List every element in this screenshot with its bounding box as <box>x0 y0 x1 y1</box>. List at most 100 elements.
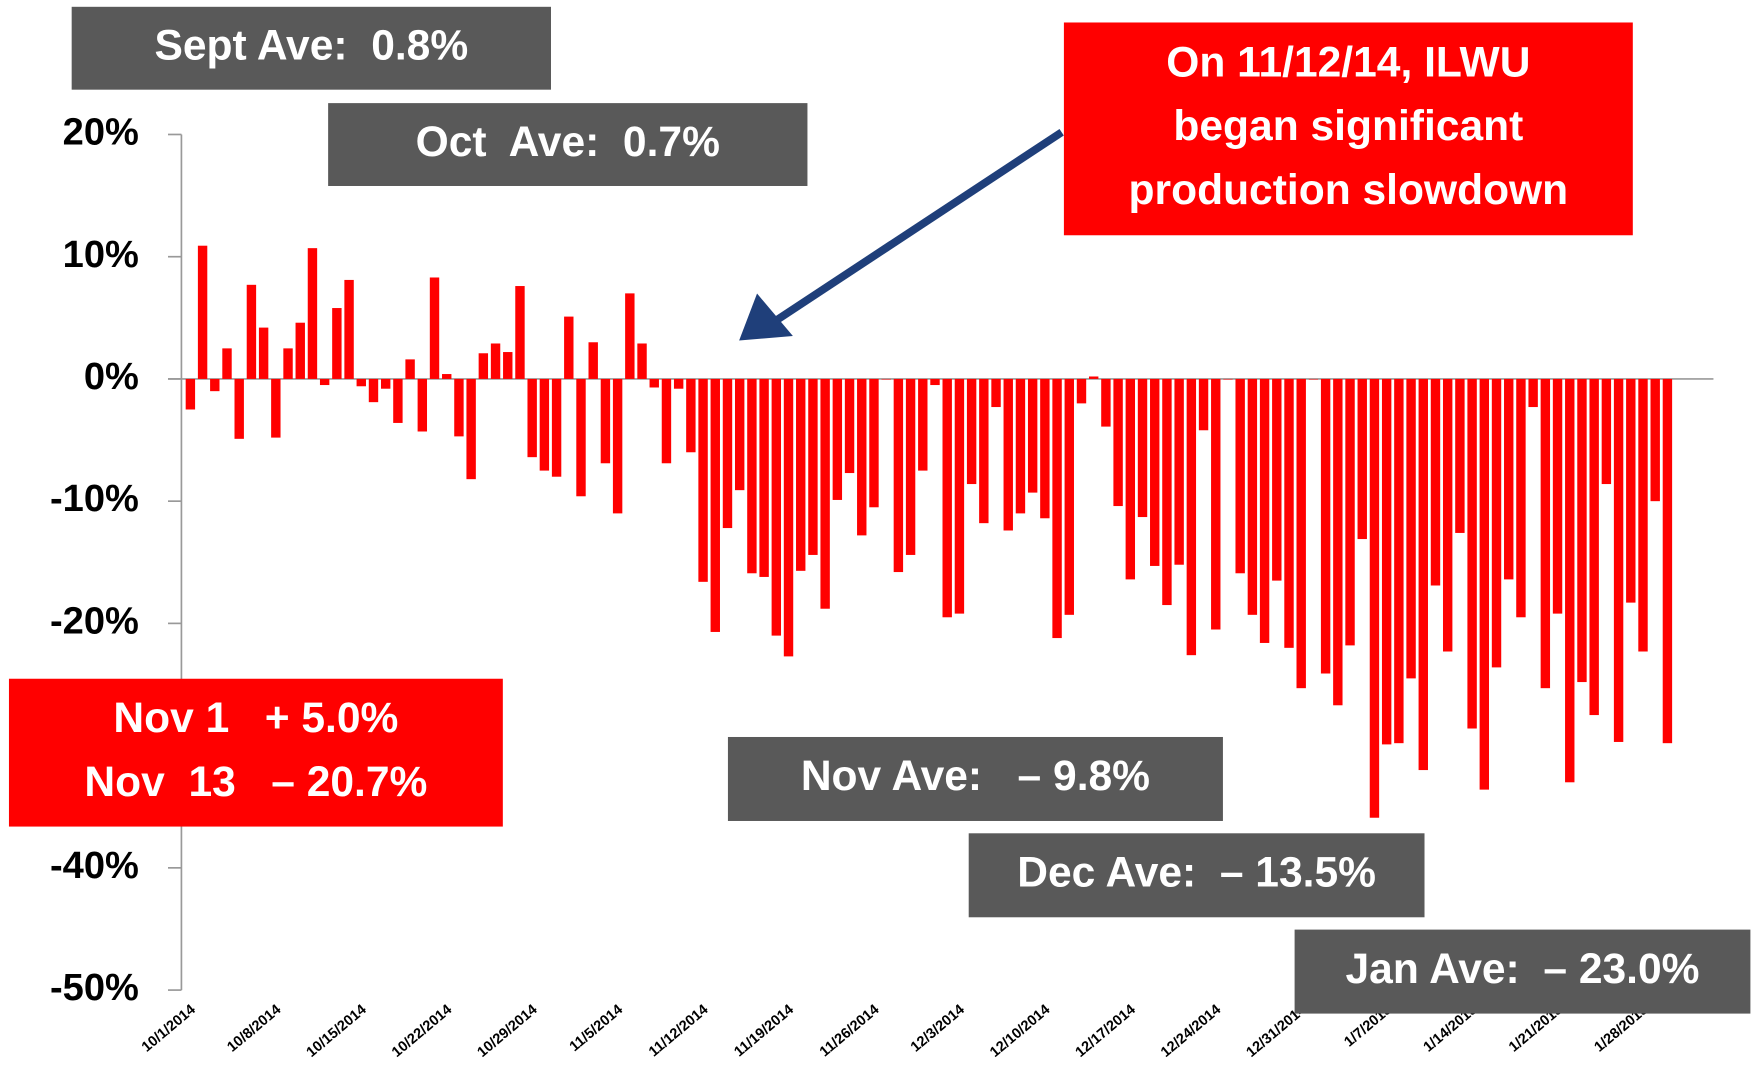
annotation-box <box>1294 929 1751 1014</box>
bar <box>1320 378 1331 674</box>
bar <box>673 378 684 389</box>
bar <box>857 378 867 536</box>
bar <box>1626 378 1636 603</box>
bar <box>844 378 855 474</box>
bar <box>1662 378 1673 744</box>
bar <box>820 378 830 609</box>
y-tick-label: -20% <box>50 600 139 642</box>
bar <box>1101 378 1111 427</box>
y-tick-label: -50% <box>50 967 139 1009</box>
bar <box>332 308 342 379</box>
bar <box>918 378 928 471</box>
bar <box>1565 378 1575 783</box>
bar <box>197 245 208 379</box>
bar <box>1650 378 1660 502</box>
bar <box>1125 378 1136 580</box>
y-tick-label: -40% <box>50 845 139 887</box>
bar <box>1540 378 1551 689</box>
bar <box>539 378 550 471</box>
bar <box>1259 378 1270 643</box>
bar <box>796 378 806 571</box>
bar <box>368 378 379 403</box>
bar <box>515 286 525 379</box>
bar <box>600 378 611 464</box>
bar <box>734 378 745 491</box>
bar <box>661 378 672 464</box>
x-tick-label: 10/22/2014 <box>389 1001 456 1061</box>
annotation-text: On 11/12/14, ILWU <box>1166 38 1530 86</box>
bar <box>1015 378 1026 514</box>
bar <box>295 322 305 379</box>
bar <box>1027 378 1038 493</box>
bar <box>625 293 635 379</box>
bar <box>1406 378 1416 679</box>
bar <box>1247 378 1258 615</box>
bar <box>356 378 366 387</box>
bar <box>649 378 659 388</box>
annotation-text: production slowdown <box>1129 166 1569 214</box>
bar <box>1137 378 1148 518</box>
bar <box>686 378 696 453</box>
bar <box>405 359 415 379</box>
bar <box>1491 378 1502 668</box>
bar <box>185 378 196 410</box>
bar <box>1113 378 1123 507</box>
bar <box>1381 378 1392 745</box>
bar <box>1174 378 1184 565</box>
bar <box>1601 378 1612 485</box>
bar <box>942 378 952 618</box>
bar <box>637 343 647 379</box>
annotation-text: began significant <box>1173 102 1523 150</box>
x-tick-label: 10/29/2014 <box>475 1001 542 1061</box>
bar <box>1003 378 1013 531</box>
bar <box>490 343 501 379</box>
x-tick-label: 11/5/2014 <box>567 1001 627 1055</box>
bar <box>478 353 489 379</box>
annotation-text: Nov Ave: – 9.8% <box>801 752 1150 800</box>
bar <box>747 378 757 574</box>
bar <box>783 378 794 657</box>
bar <box>1064 378 1074 615</box>
bar <box>1198 378 1209 431</box>
bar <box>271 378 281 438</box>
bar <box>246 284 257 379</box>
bar <box>1211 378 1221 630</box>
annotation-text: Oct Ave: 0.7% <box>416 118 720 166</box>
x-tick-label: 12/3/2014 <box>908 1001 969 1055</box>
bar <box>710 378 720 632</box>
bar <box>1638 378 1648 652</box>
bar <box>1150 378 1160 566</box>
bar <box>527 378 537 458</box>
bar <box>612 378 623 514</box>
annotation-text: Nov 13 – 20.7% <box>84 758 427 806</box>
bar <box>1455 378 1465 533</box>
bar <box>771 378 782 636</box>
bar <box>1186 378 1197 656</box>
annotation-box <box>968 833 1425 918</box>
bar <box>1088 376 1099 379</box>
bar <box>417 378 428 432</box>
bar <box>1223 378 1233 380</box>
y-tick-label: 10% <box>63 234 139 276</box>
bar <box>1040 378 1050 519</box>
arrow <box>763 128 1064 331</box>
bar <box>588 342 598 379</box>
x-tick-label: 11/19/2014 <box>731 1001 797 1060</box>
annotation-box <box>1063 22 1633 236</box>
bar <box>344 279 354 379</box>
x-tick-label: 11/12/2014 <box>646 1001 712 1060</box>
bar <box>979 378 989 524</box>
x-tick-label: 12/17/2014 <box>1073 1001 1140 1061</box>
x-tick-label: 10/1/2014 <box>139 1001 200 1055</box>
x-tick-label: 11/26/2014 <box>817 1001 883 1060</box>
bar <box>258 327 269 379</box>
bar <box>454 378 464 437</box>
x-tick-label: 10/8/2014 <box>224 1001 285 1055</box>
x-tick-label: 10/15/2014 <box>304 1001 371 1061</box>
bar <box>442 374 452 379</box>
bar <box>1235 378 1245 574</box>
bar <box>1308 378 1319 380</box>
x-tick-label: 12/24/2014 <box>1158 1001 1225 1061</box>
bar <box>222 348 232 379</box>
